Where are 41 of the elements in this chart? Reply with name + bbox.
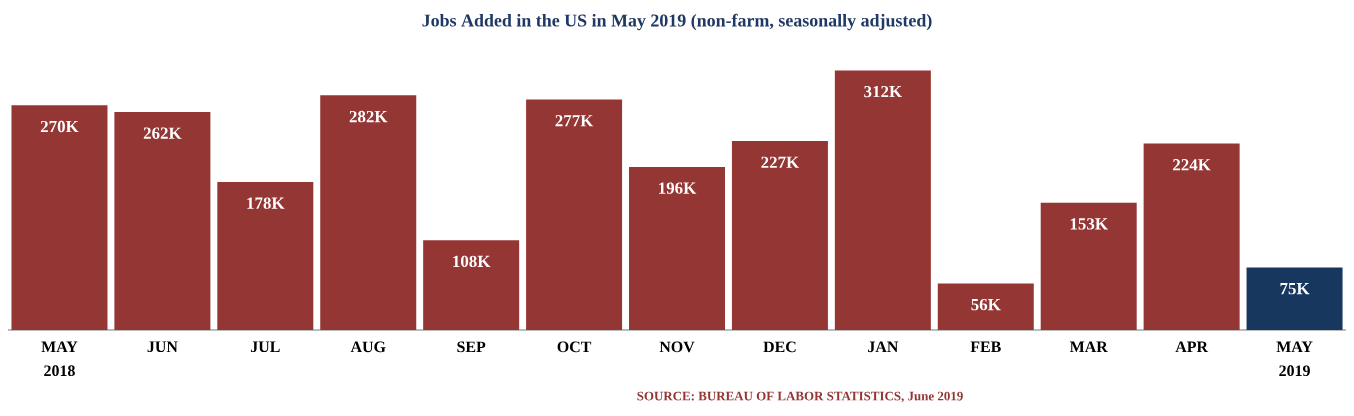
x-tick-label: NOV <box>659 341 695 353</box>
x-tick-label: JUN <box>147 341 178 353</box>
x-tick-label: APR <box>1175 341 1209 353</box>
data-label: 56K <box>971 298 1001 311</box>
x-tick-label: JAN <box>868 341 899 353</box>
x-tick-label: MAY 2018 <box>41 341 78 377</box>
data-label: 270K <box>40 120 79 133</box>
bar <box>1040 202 1137 330</box>
data-label: 282K <box>349 110 388 123</box>
source-note: SOURCE: BUREAU OF LABOR STATISTICS, June 2019 <box>637 391 963 403</box>
x-tick-label: JUL <box>250 341 280 353</box>
data-label: 312K <box>864 85 903 98</box>
bar <box>11 105 108 330</box>
bar <box>423 240 520 330</box>
bar <box>1246 267 1343 330</box>
data-label: 153K <box>1070 218 1108 230</box>
x-tick-label: MAR <box>1069 341 1108 353</box>
data-label: 227K <box>761 156 800 168</box>
data-label: 196K <box>659 182 697 194</box>
x-tick-label: OCT <box>557 341 592 353</box>
bar <box>217 181 314 330</box>
data-label: 262K <box>143 127 182 139</box>
bar <box>526 99 623 330</box>
data-label: 178K <box>247 197 285 209</box>
data-label: 277K <box>555 115 594 127</box>
bar <box>731 141 828 330</box>
data-label: 224K <box>1173 159 1211 171</box>
x-tick-label: MAY 2019 <box>1276 341 1313 377</box>
data-label: 75K <box>1280 283 1310 295</box>
data-label: 108K <box>453 255 491 268</box>
bar <box>834 70 931 330</box>
x-tick-label: SEP <box>457 341 486 353</box>
x-tick-label: DEC <box>763 341 796 353</box>
bar <box>114 111 211 330</box>
bar <box>937 283 1034 330</box>
chart-title: Jobs Added in the US in May 2019 (non-farm, seasonally adjusted) <box>422 13 932 31</box>
x-tick-label: FEB <box>970 341 1001 352</box>
x-tick-label: AUG <box>350 341 386 353</box>
bar <box>320 95 417 330</box>
bar <box>629 166 726 330</box>
bar <box>1143 143 1240 330</box>
